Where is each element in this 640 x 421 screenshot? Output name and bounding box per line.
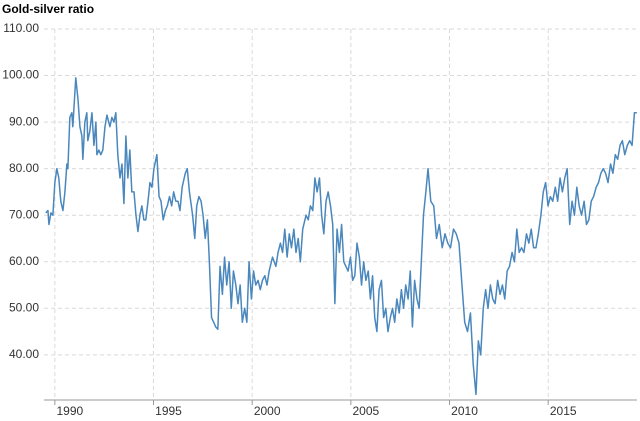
x-tick-label: 1995 [155,404,182,418]
y-tick-label: 80.00 [9,161,39,175]
y-tick-label: 60.00 [9,254,39,268]
y-tick-label: 90.00 [9,114,39,128]
x-tick-label: 2000 [254,404,281,418]
y-tick-label: 110.00 [3,21,39,35]
y-tick-label: 50.00 [9,300,39,314]
x-tick-label: 2015 [550,404,577,418]
y-tick-label: 100.00 [2,68,39,82]
chart-title: Gold-silver ratio [2,2,94,16]
x-tick-label: 2010 [451,404,478,418]
y-tick-label: 70.00 [9,207,39,221]
x-tick-label: 2005 [353,404,380,418]
data-line [45,77,637,396]
x-tick-label: 1990 [57,404,84,418]
y-tick-label: 40.00 [9,347,39,361]
